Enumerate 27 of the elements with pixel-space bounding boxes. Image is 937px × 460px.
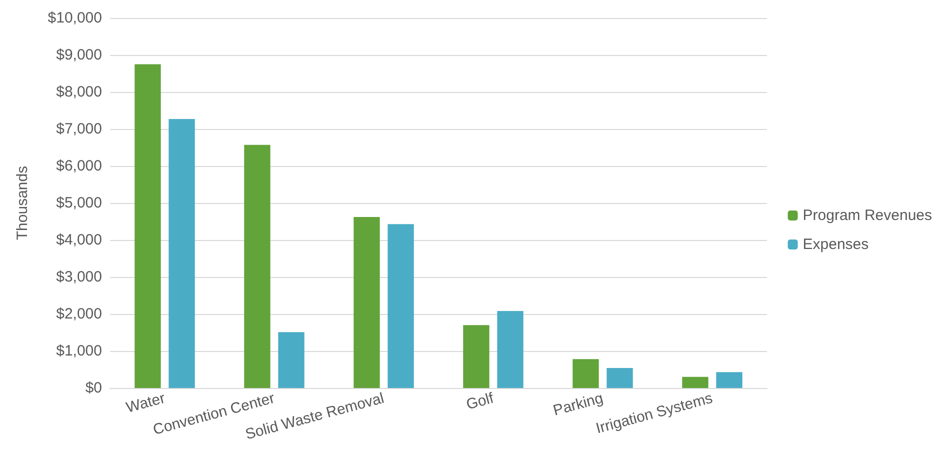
bar: [682, 376, 708, 388]
bar: [716, 372, 742, 388]
bar: [463, 325, 490, 388]
y-tick-label: $1,000: [56, 342, 102, 360]
bar: [497, 311, 524, 388]
y-tick-label: $9,000: [56, 46, 102, 64]
legend-label: Program Revenues: [802, 207, 932, 224]
y-axis-title: Thousands: [14, 166, 31, 240]
bar: [354, 217, 380, 388]
bar: [388, 224, 414, 388]
y-tick-label: $6,000: [56, 158, 102, 174]
bar: [168, 119, 195, 388]
y-tick-label: $5,000: [56, 194, 102, 212]
bar: [606, 368, 633, 388]
legend-label: Expenses: [802, 236, 869, 253]
bar: [278, 332, 304, 388]
bar: [572, 359, 599, 388]
bar: [134, 64, 161, 388]
y-tick-label: $10,000: [48, 10, 102, 26]
bar: [244, 144, 270, 388]
y-tick-label: $2,000: [56, 306, 102, 322]
y-tick-label: $0: [85, 380, 102, 396]
y-tick-label: $7,000: [56, 120, 102, 138]
y-tick-label: $8,000: [56, 84, 102, 100]
y-tick-label: $4,000: [56, 232, 102, 248]
x-tick-label: Golf: [464, 390, 496, 414]
y-tick-label: $3,000: [56, 268, 102, 286]
